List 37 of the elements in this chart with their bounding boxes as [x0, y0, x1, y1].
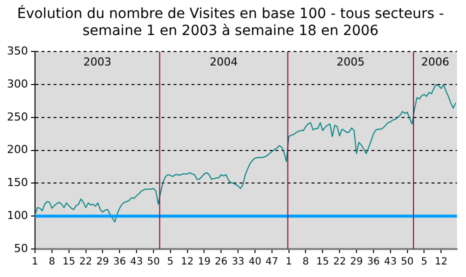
y-tick-label: 250	[6, 110, 28, 124]
x-tick-label: 43	[384, 256, 397, 268]
band-label: 2006	[421, 55, 450, 68]
y-tick-label: 200	[6, 143, 28, 156]
x-tick-label: 1	[286, 256, 292, 268]
x-tick-label: 29	[96, 256, 110, 268]
y-tick-label: 50	[14, 242, 28, 255]
x-tick-label: 33	[232, 256, 244, 268]
y-tick-label: 150	[6, 176, 28, 190]
band-label: 2003	[83, 55, 112, 68]
x-tick-label: 12	[180, 256, 194, 268]
x-tick-label: 1	[32, 256, 38, 268]
x-tick-label: 15	[62, 256, 76, 268]
x-tick-label: 12	[434, 256, 448, 268]
x-tick-label: 22	[79, 256, 92, 268]
band-label: 2004	[210, 55, 238, 68]
x-tick-label: 15	[316, 256, 330, 268]
x-tick-label: 43	[130, 256, 143, 268]
y-tick-label: 100	[6, 208, 28, 222]
band-label: 2005	[336, 55, 365, 68]
x-tick-label: 47	[266, 256, 278, 268]
x-tick-label: 50	[147, 256, 160, 268]
x-tick-label: 36	[367, 256, 380, 268]
x-tick-label: 8	[48, 256, 56, 268]
x-tick-label: 26	[214, 256, 228, 268]
x-tick-label: 29	[350, 256, 363, 268]
chart-title: Évolution du nombre de Visites en base 100 - tous secteurs - semaine 1 en 2003 à semaine 18 en 2006	[17, 5, 444, 39]
x-tick-label: 36	[113, 256, 126, 268]
x-tick-label: 22	[333, 256, 346, 268]
x-tick-label: 8	[302, 256, 309, 268]
x-tick-label: 19	[198, 256, 211, 268]
x-tick-label: 5	[167, 256, 174, 268]
y-tick-label: 350	[6, 44, 28, 58]
x-tick-label: 50	[400, 256, 414, 268]
y-tick-label: 300	[6, 77, 28, 90]
x-tick-label: 40	[248, 256, 262, 268]
x-tick-label: 5	[421, 256, 428, 268]
